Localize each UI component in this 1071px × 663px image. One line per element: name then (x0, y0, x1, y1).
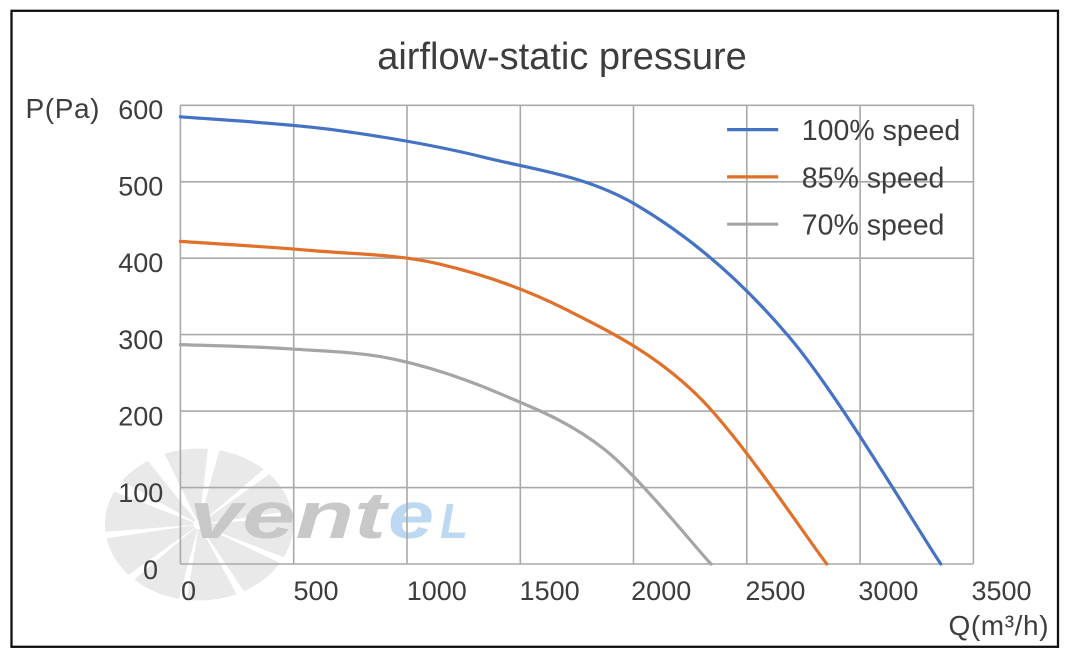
svg-text:500: 500 (293, 576, 338, 606)
svg-text:0: 0 (181, 576, 196, 606)
svg-text:100% speed: 100% speed (802, 115, 960, 147)
svg-text:600: 600 (118, 95, 163, 125)
svg-text:e: e (388, 478, 434, 552)
svg-text:vent: vent (189, 478, 390, 552)
svg-text:200: 200 (118, 402, 163, 432)
svg-text:Q(m³/h): Q(m³/h) (949, 610, 1050, 641)
svg-text:0: 0 (143, 555, 158, 585)
svg-text:airflow-static pressure: airflow-static pressure (377, 36, 747, 78)
svg-text:1000: 1000 (407, 576, 467, 606)
svg-text:2500: 2500 (745, 576, 805, 606)
svg-text:400: 400 (118, 248, 163, 278)
svg-text:L: L (440, 495, 468, 549)
svg-text:2000: 2000 (631, 576, 691, 606)
svg-text:500: 500 (118, 172, 163, 202)
svg-text:300: 300 (118, 325, 163, 355)
svg-text:85% speed: 85% speed (802, 162, 945, 194)
svg-text:3000: 3000 (858, 576, 918, 606)
svg-text:P(Pa): P(Pa) (26, 93, 101, 124)
svg-text:1500: 1500 (520, 576, 580, 606)
svg-text:3500: 3500 (971, 576, 1031, 606)
svg-text:100: 100 (118, 478, 163, 508)
svg-text:70% speed: 70% speed (802, 210, 945, 242)
